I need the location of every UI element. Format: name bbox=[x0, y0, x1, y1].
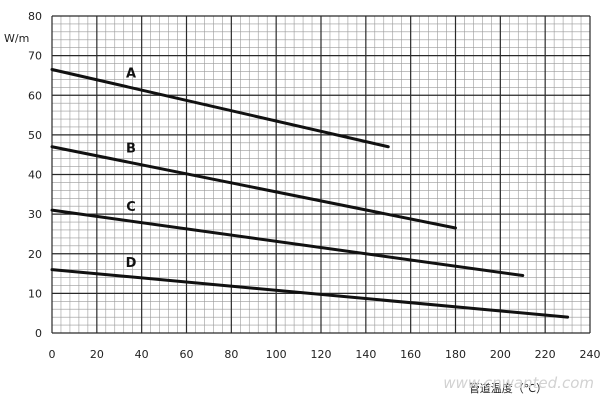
x-tick-label: 40 bbox=[135, 348, 149, 361]
watermark: www.cnwanted.com bbox=[443, 374, 594, 392]
x-tick-label: 60 bbox=[180, 348, 194, 361]
x-tick-label: 180 bbox=[445, 348, 466, 361]
y-tick-label: 50 bbox=[28, 129, 42, 142]
series-labels: A B C D bbox=[126, 67, 137, 271]
y-tick-label: 70 bbox=[28, 50, 42, 63]
x-tick-label: 240 bbox=[580, 348, 600, 361]
series-label-c: C bbox=[126, 200, 136, 215]
y-tick-label: 20 bbox=[28, 248, 42, 261]
series-line-a bbox=[50, 67, 390, 149]
series-lines bbox=[50, 67, 570, 319]
x-tick-label: 100 bbox=[266, 348, 287, 361]
x-tick-label: 120 bbox=[311, 348, 332, 361]
x-tick-label: 0 bbox=[49, 348, 56, 361]
y-tick-label: 60 bbox=[28, 89, 42, 102]
x-tick-label: 220 bbox=[535, 348, 556, 361]
y-axis-ticks: 0 10 20 30 40 50 60 70 80 bbox=[28, 10, 42, 340]
y-tick-label: 40 bbox=[28, 169, 42, 182]
series-label-b: B bbox=[126, 142, 136, 157]
y-axis-unit: W/m bbox=[4, 32, 29, 45]
series-line-d bbox=[50, 268, 570, 319]
y-tick-label: 80 bbox=[28, 10, 42, 23]
x-tick-label: 80 bbox=[224, 348, 238, 361]
y-tick-label: 10 bbox=[28, 287, 42, 300]
series-label-d: D bbox=[126, 256, 137, 271]
x-axis-ticks: 0 20 40 60 80 100 120 140 160 180 200 220 240 bbox=[49, 348, 600, 361]
grid bbox=[51, 15, 591, 334]
series-line-b bbox=[50, 145, 457, 230]
x-tick-label: 20 bbox=[90, 348, 104, 361]
x-tick-label: 160 bbox=[400, 348, 421, 361]
x-tick-label: 200 bbox=[490, 348, 511, 361]
y-tick-label: 0 bbox=[35, 327, 42, 340]
x-tick-label: 140 bbox=[355, 348, 376, 361]
x-axis-label: 管道温度（℃） bbox=[469, 381, 547, 395]
series-label-a: A bbox=[126, 67, 136, 82]
y-tick-label: 30 bbox=[28, 208, 42, 221]
series-line-c bbox=[50, 208, 525, 278]
